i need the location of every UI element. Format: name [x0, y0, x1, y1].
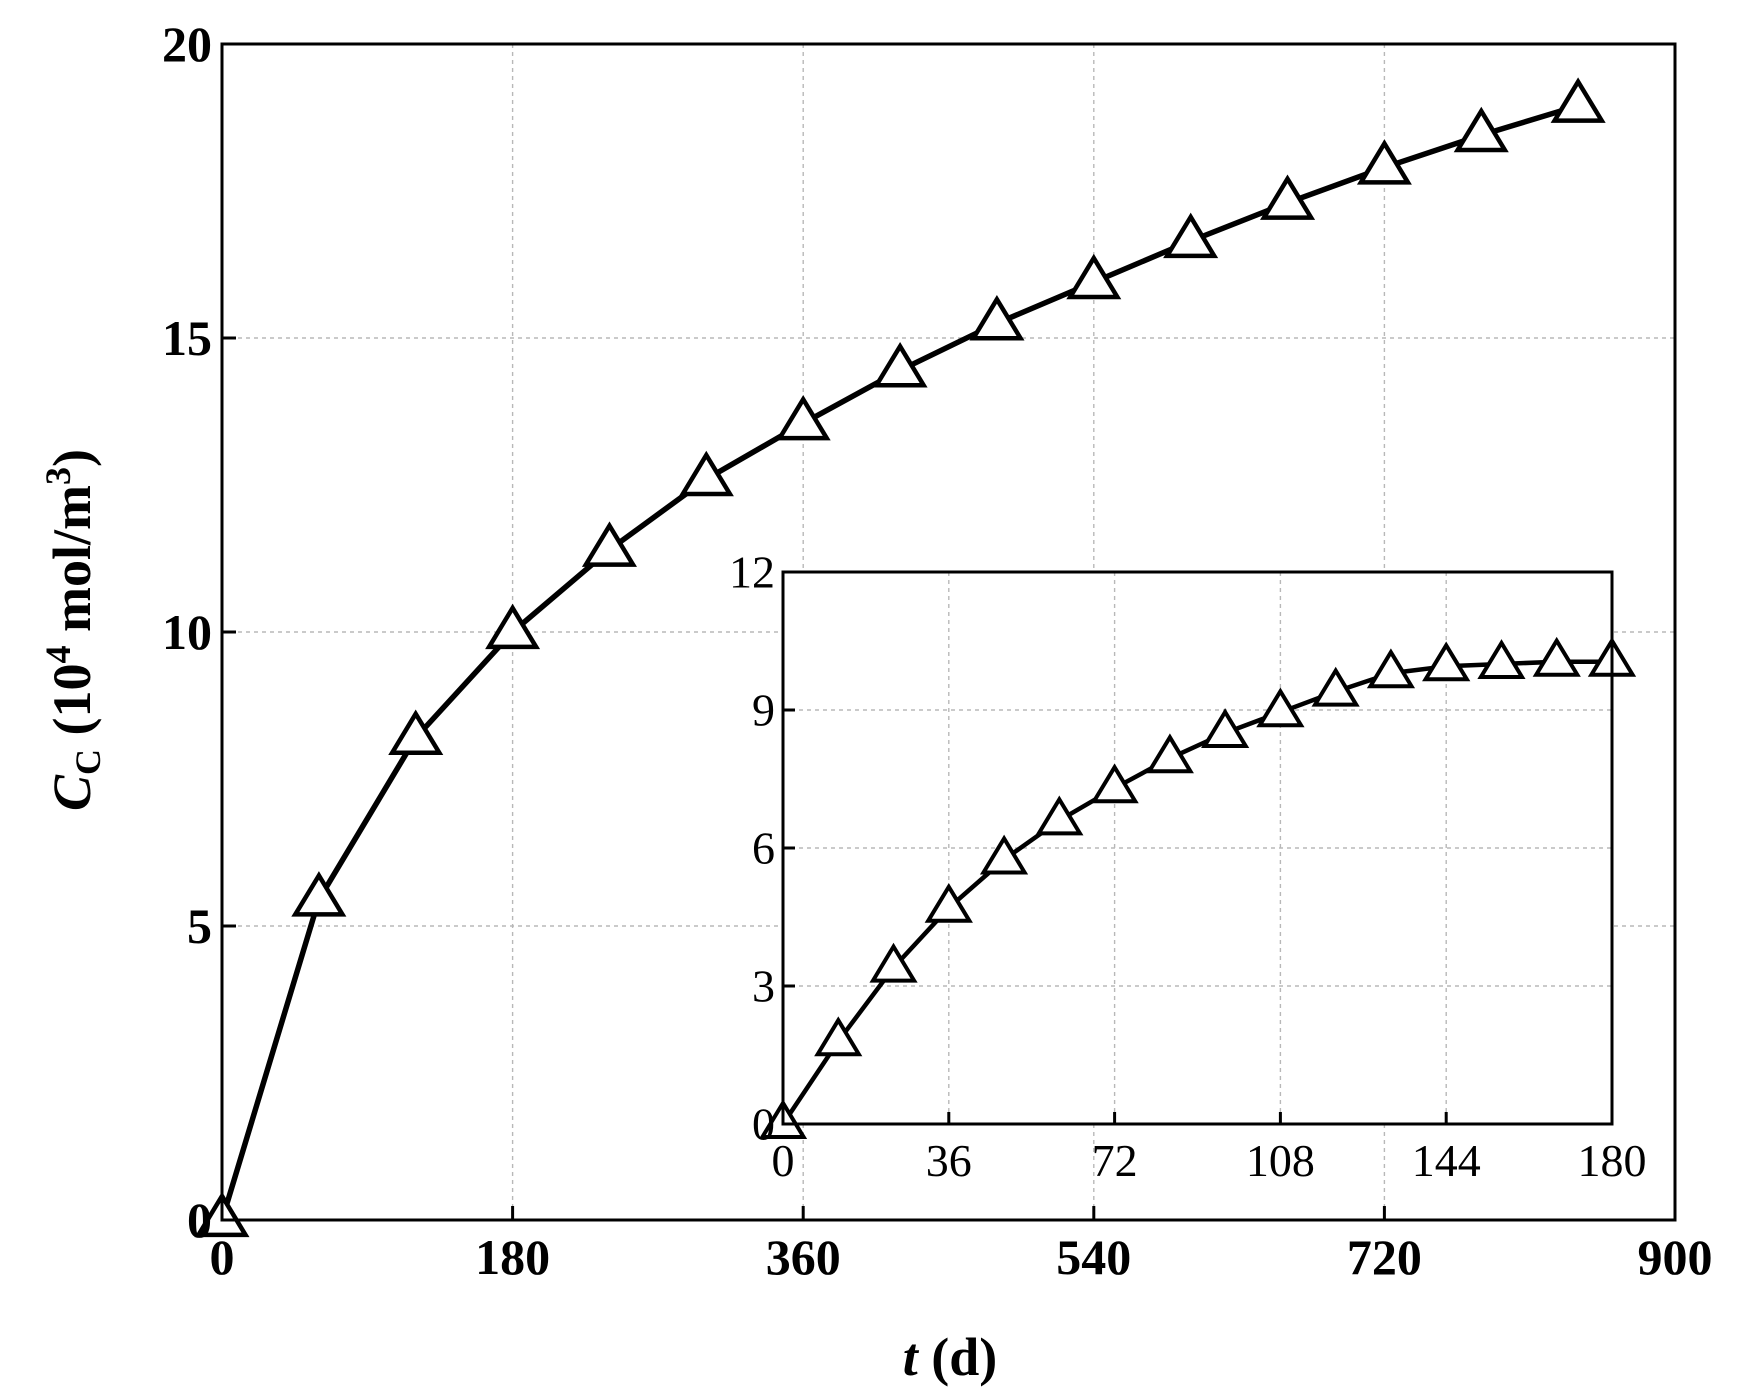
main-data-point	[1066, 253, 1122, 300]
y-axis-exponent: 4	[38, 645, 78, 663]
main-x-tick-label: 540	[1056, 1229, 1131, 1285]
inset-data-point	[869, 942, 918, 983]
inset-y-tick-label: 9	[752, 685, 775, 736]
y-axis-unit: mol/m	[42, 485, 102, 645]
x-axis-variable: t	[903, 1327, 920, 1387]
inset-y-tick-label: 6	[752, 823, 775, 874]
inset-data-point	[814, 1016, 863, 1057]
inset-y-tick-label: 3	[752, 961, 775, 1012]
main-data-point	[1356, 139, 1412, 185]
main-plot-frame	[220, 42, 1677, 1222]
main-data-point	[1163, 212, 1219, 259]
inset-data-point	[1090, 763, 1139, 804]
inset-x-tick-label: 108	[1246, 1135, 1315, 1186]
inset-data-point	[1256, 687, 1305, 728]
y-axis-unit: (10	[42, 663, 102, 748]
main-data-point	[485, 603, 541, 650]
inset-data-point	[1145, 733, 1194, 774]
inset-x-tick-label: 144	[1412, 1135, 1481, 1186]
main-data-point	[678, 450, 734, 497]
y-axis-variable: C	[42, 774, 102, 811]
main-data-point	[581, 521, 637, 567]
main-y-tick-label: 15	[162, 310, 212, 366]
inset-plot-frame	[781, 570, 1614, 1126]
main-y-tick-label: 20	[162, 16, 212, 72]
main-y-tick-label: 0	[187, 1192, 212, 1248]
y-axis-exponent: 3	[38, 467, 78, 485]
main-y-tick-label: 5	[187, 898, 212, 954]
inset-data-point	[1311, 666, 1360, 707]
main-x-tick-label: 0	[210, 1229, 235, 1285]
y-axis-unit: )	[42, 449, 102, 467]
main-data-point	[1453, 106, 1509, 153]
inset-data-point	[1422, 641, 1471, 682]
y-axis-label: CC (104 mol/m3)	[38, 449, 108, 811]
inset-data-point	[924, 882, 973, 923]
inset-data-point	[1532, 636, 1581, 677]
inset-data-point	[1477, 639, 1526, 679]
inset-series-line	[780, 659, 1615, 1127]
main-data-point	[1550, 77, 1606, 123]
inset-x-tick-label: 72	[1092, 1135, 1138, 1186]
y-axis-subscript: C	[68, 749, 108, 775]
main-x-tick-label: 180	[475, 1229, 550, 1285]
x-axis-unit: (d)	[918, 1327, 998, 1387]
inset-x-tick-label: 0	[772, 1135, 795, 1186]
main-x-tick-label: 360	[766, 1229, 841, 1285]
inset-x-tick-label: 36	[926, 1135, 972, 1186]
inset-data-point	[1366, 648, 1416, 689]
inset-x-tick-label: 180	[1578, 1135, 1647, 1186]
inset-data-point	[1201, 708, 1250, 748]
main-data-point	[969, 294, 1025, 341]
main-y-tick-label: 10	[162, 604, 212, 660]
inset-data-point	[1035, 795, 1084, 836]
main-data-point	[775, 394, 831, 441]
main-data-point	[872, 341, 928, 388]
main-x-tick-label: 900	[1638, 1229, 1713, 1285]
main-data-point	[291, 871, 347, 917]
inset-data-point	[979, 834, 1029, 875]
x-axis-label: t (d)	[903, 1327, 998, 1387]
main-x-tick-label: 720	[1347, 1229, 1422, 1285]
main-data-point	[1260, 174, 1316, 220]
main-data-point	[388, 709, 444, 755]
inset-y-tick-label: 12	[729, 547, 775, 598]
inset-y-tick-label: 0	[752, 1099, 775, 1150]
